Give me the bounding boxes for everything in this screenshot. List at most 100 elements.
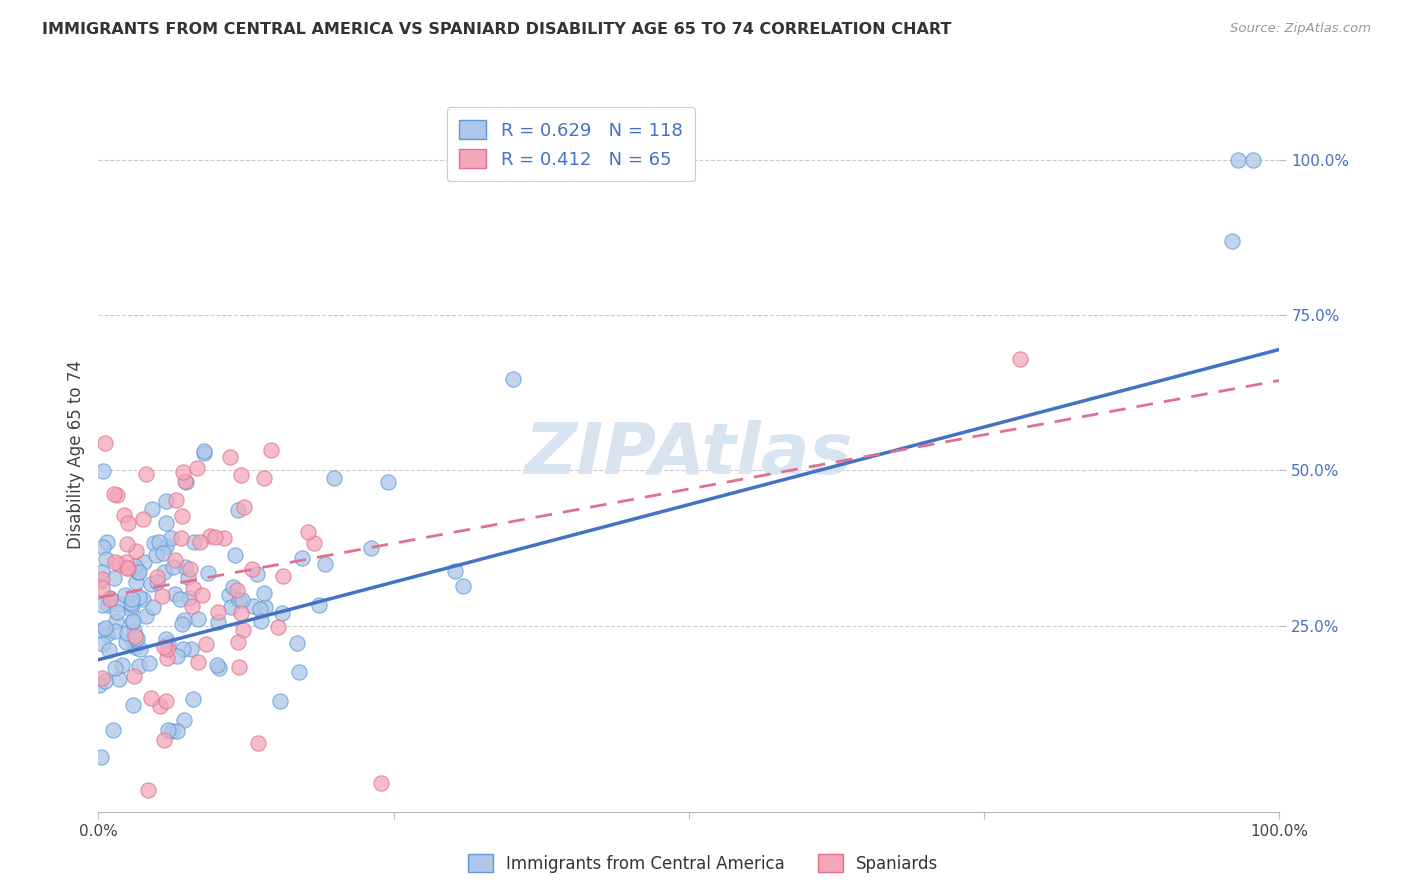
Point <box>229 467 252 482</box>
Point <box>162 560 184 574</box>
Point <box>197 566 219 580</box>
Point <box>297 525 319 540</box>
Point <box>91 582 114 596</box>
Point <box>91 465 114 479</box>
Point <box>91 572 114 586</box>
Point <box>180 599 202 613</box>
Point <box>120 602 142 616</box>
Point <box>124 574 146 589</box>
Point <box>91 598 114 612</box>
Point <box>205 657 228 672</box>
Point <box>162 723 184 738</box>
Point <box>155 641 177 656</box>
Point <box>115 625 138 640</box>
Point <box>96 535 118 549</box>
Point <box>108 597 131 611</box>
Point <box>93 621 115 635</box>
Point <box>302 536 325 550</box>
Point <box>181 692 204 706</box>
Point <box>155 539 177 553</box>
Point <box>219 450 242 464</box>
Point <box>172 465 194 479</box>
Point <box>98 591 121 605</box>
Text: IMMIGRANTS FROM CENTRAL AMERICA VS SPANIARD DISABILITY AGE 65 TO 74 CORRELATION : IMMIGRANTS FROM CENTRAL AMERICA VS SPANI… <box>42 22 952 37</box>
Point <box>87 678 110 692</box>
Point <box>165 552 187 566</box>
Point <box>231 593 253 607</box>
Point <box>377 475 399 490</box>
Point <box>242 562 264 576</box>
Point <box>187 655 209 669</box>
Point <box>1008 351 1031 366</box>
Point <box>250 614 273 628</box>
Point <box>252 470 274 484</box>
Point <box>121 599 143 613</box>
Point <box>179 591 201 605</box>
Point <box>249 602 271 616</box>
Point <box>91 565 114 579</box>
Point <box>108 672 131 686</box>
Point <box>148 535 170 549</box>
Point <box>121 698 143 713</box>
Point <box>104 624 127 638</box>
Legend: Immigrants from Central America, Spaniards: Immigrants from Central America, Spaniar… <box>461 847 945 880</box>
Point <box>190 588 212 602</box>
Point <box>121 632 143 646</box>
Point <box>173 474 195 488</box>
Point <box>107 557 129 571</box>
Point <box>114 588 136 602</box>
Point <box>207 605 229 619</box>
Point <box>128 590 150 604</box>
Point <box>218 588 240 602</box>
Point <box>134 609 156 624</box>
Point <box>138 656 160 670</box>
Point <box>156 723 179 738</box>
Point <box>104 555 127 569</box>
Point <box>103 571 125 585</box>
Point <box>141 502 163 516</box>
Point <box>128 658 150 673</box>
Point <box>198 528 221 542</box>
Point <box>308 598 330 612</box>
Point <box>181 582 204 596</box>
Point <box>122 624 145 638</box>
Point <box>193 445 215 459</box>
Point <box>254 600 277 615</box>
Point <box>204 530 226 544</box>
Point <box>156 650 179 665</box>
Point <box>169 592 191 607</box>
Point <box>193 444 215 458</box>
Point <box>226 634 249 648</box>
Point <box>125 632 148 646</box>
Point <box>155 694 177 708</box>
Point <box>112 508 135 522</box>
Point <box>271 606 294 620</box>
Point <box>145 548 167 562</box>
Point <box>98 643 121 657</box>
Legend: R = 0.629   N = 118, R = 0.412   N = 65: R = 0.629 N = 118, R = 0.412 N = 65 <box>447 107 695 181</box>
Point <box>142 536 165 550</box>
Point <box>444 564 467 578</box>
Point <box>121 614 143 628</box>
Point <box>152 732 174 747</box>
Point <box>314 557 336 571</box>
Point <box>451 579 474 593</box>
Point <box>173 714 195 728</box>
Point <box>224 548 246 562</box>
Point <box>180 642 202 657</box>
Point <box>134 556 156 570</box>
Point <box>226 503 249 517</box>
Point <box>157 636 180 650</box>
Point <box>232 623 254 637</box>
Point <box>90 750 112 764</box>
Point <box>159 532 181 546</box>
Point <box>183 534 205 549</box>
Point <box>155 632 177 646</box>
Point <box>103 487 125 501</box>
Point <box>172 509 194 524</box>
Point <box>122 669 145 683</box>
Point <box>152 565 174 579</box>
Text: ZIPAtlas: ZIPAtlas <box>524 420 853 490</box>
Point <box>194 637 217 651</box>
Point <box>97 599 120 613</box>
